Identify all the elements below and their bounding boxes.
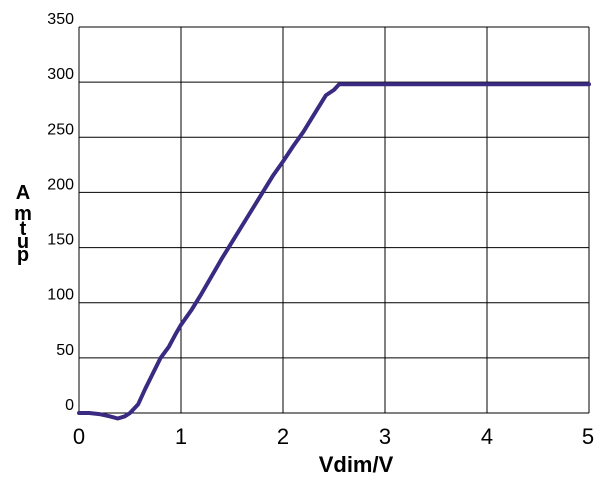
- y-axis-ticks: 0 50 100 150 200 250 300 350: [47, 11, 74, 414]
- x-tick-label: 2: [277, 424, 289, 449]
- series-line: [77, 82, 591, 421]
- x-tick-label: 3: [379, 424, 391, 449]
- y-axis-label-letter: m: [14, 203, 32, 225]
- y-tick-label: 0: [65, 397, 74, 414]
- y-axis-label-letter: u: [17, 231, 29, 253]
- y-axis-label-letter: t: [20, 218, 27, 240]
- x-axis-label: Vdim/V: [319, 452, 394, 477]
- y-tick-label: 100: [47, 287, 74, 304]
- x-tick-label: 1: [175, 424, 187, 449]
- y-tick-label: 300: [47, 66, 74, 83]
- x-tick-label: 0: [73, 424, 85, 449]
- x-tick-label: 5: [582, 424, 594, 449]
- chart-series: [77, 82, 591, 421]
- y-axis-label-letter: p: [17, 244, 29, 266]
- y-tick-label: 150: [47, 232, 74, 249]
- y-tick-label: 200: [47, 176, 74, 193]
- y-tick-label: 50: [56, 342, 74, 359]
- x-axis-ticks: 0 1 2 3 4 5: [73, 424, 594, 449]
- y-tick-label: 250: [47, 121, 74, 138]
- x-tick-label: 4: [481, 424, 493, 449]
- y-axis-label-letter: A: [16, 182, 30, 204]
- y-tick-label: 350: [47, 11, 74, 28]
- chart-grid: [78, 26, 590, 414]
